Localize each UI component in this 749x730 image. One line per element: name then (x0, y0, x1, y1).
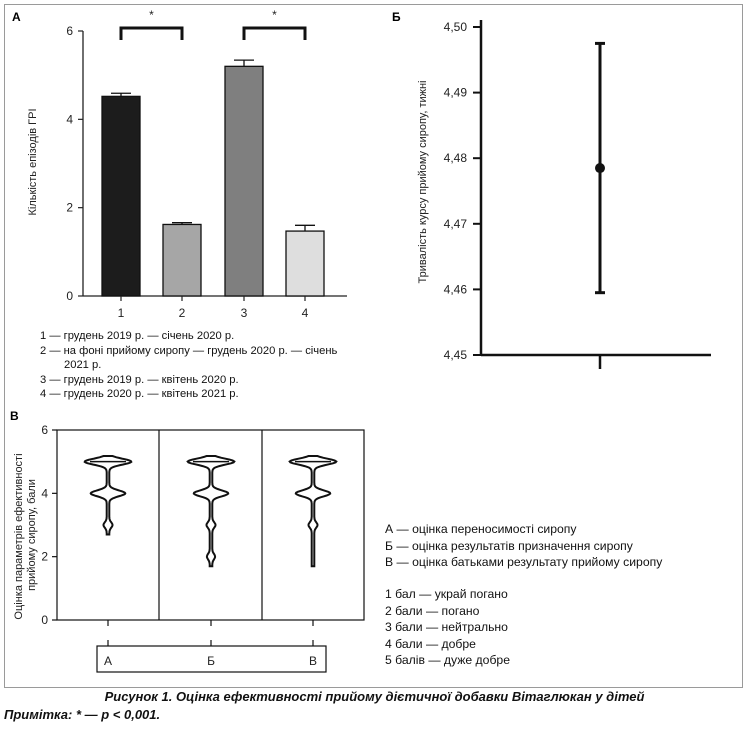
y-tick-label: 4,48 (444, 151, 468, 165)
bar (224, 65, 264, 297)
violin-shape (288, 455, 338, 568)
significance-label: * (149, 8, 154, 22)
x-tick-label: 1 (118, 306, 125, 320)
panel-a-ylabel: Кількість епізодів ГРІ (27, 108, 39, 215)
x-tick-label: 4 (302, 306, 309, 320)
figure-frame (4, 4, 743, 688)
y-tick-label: 0 (66, 289, 73, 303)
bar (285, 230, 325, 297)
y-tick-label: 4,49 (444, 86, 468, 100)
legend-item: 3 бали — нейтрально (385, 620, 508, 634)
legend-item: 4 бали — добре (385, 636, 476, 651)
significance-label: * (272, 8, 277, 22)
mean-point (595, 163, 605, 174)
y-tick-label: 4,45 (444, 348, 468, 362)
panel-c-group-legend: А — оцінка переносимості сиропу Б — оцін… (385, 521, 662, 571)
y-tick-label: 4,46 (444, 282, 468, 296)
significance-bracket (119, 26, 184, 40)
panel-b-letter: Б (392, 10, 401, 24)
violin-chart: 0 2 4 6 А Б В (41, 423, 365, 673)
panel-c-letter: В (10, 409, 19, 423)
x-tick-label: 3 (241, 306, 248, 320)
significance-bracket (242, 26, 307, 40)
legend-item: А — оцінка переносимості сиропу (385, 522, 577, 536)
legend-item: 5 балів — дуже добре (385, 653, 510, 667)
y-tick-label: 6 (41, 423, 48, 437)
panel-c-ylabel-line1: Оцінка параметрів ефективності (13, 453, 25, 619)
violin-shape (186, 455, 236, 568)
x-tick-label: 2 (179, 306, 186, 320)
y-tick-label: 4,50 (444, 20, 468, 34)
bar-chart: 0 2 4 6 1 2 3 4 * * (66, 8, 347, 320)
legend-item: 2021 р. (64, 359, 102, 371)
x-tick-label: А (104, 654, 112, 668)
x-tick-label: В (309, 654, 317, 668)
violin-shape (83, 455, 133, 536)
figure-caption: Рисунок 1. Оцінка ефективності прийому д… (104, 689, 645, 704)
panel-c-score-legend: 1 бал — украй погано 2 бали — погано 3 б… (385, 586, 510, 669)
bar (101, 95, 141, 297)
y-tick-label: 6 (66, 24, 73, 38)
legend-item: 3 — грудень 2019 р. — квітень 2020 р. (40, 373, 239, 386)
legend-item: 1 бал — украй погано (385, 587, 508, 601)
panel-c-ylabel-line2: прийому сиропу, бали (26, 479, 38, 591)
y-tick-label: 4 (66, 112, 73, 126)
legend-item: 2 бали — погано (385, 603, 480, 618)
figure-note: Примітка: * — p < 0,001. (4, 707, 161, 722)
panel-a-letter: А (12, 10, 21, 24)
panel-a-legend: 1 — грудень 2019 р. — січень 2020 р. 2 —… (40, 329, 337, 402)
panel-c-ylabel: Оцінка параметрів ефективності прийому с… (13, 450, 38, 619)
legend-item: 1 — грудень 2019 р. — січень 2020 р. (40, 330, 235, 342)
y-tick-label: 0 (41, 613, 48, 627)
x-tick-label: Б (207, 654, 215, 668)
legend-item: 4 — грудень 2020 р. — квітень 2021 р. (40, 388, 239, 400)
y-tick-label: 2 (66, 201, 73, 215)
panel-b-ylabel: Тривалість курсу прийому сиропу, тижні (417, 80, 429, 283)
legend-item: 2 — на фоні прийому сиропу — грудень 202… (40, 344, 338, 357)
errorbar-chart: 4,45 4,46 4,47 4,48 4,49 4,50 (444, 20, 711, 369)
y-tick-label: 2 (41, 550, 48, 564)
y-tick-label: 4 (41, 486, 48, 500)
bar (162, 223, 202, 297)
y-tick-label: 4,47 (444, 217, 468, 231)
legend-item: В — оцінка батьками результату прийому с… (385, 555, 663, 569)
legend-item: Б — оцінка результатів призначення сироп… (385, 538, 633, 553)
